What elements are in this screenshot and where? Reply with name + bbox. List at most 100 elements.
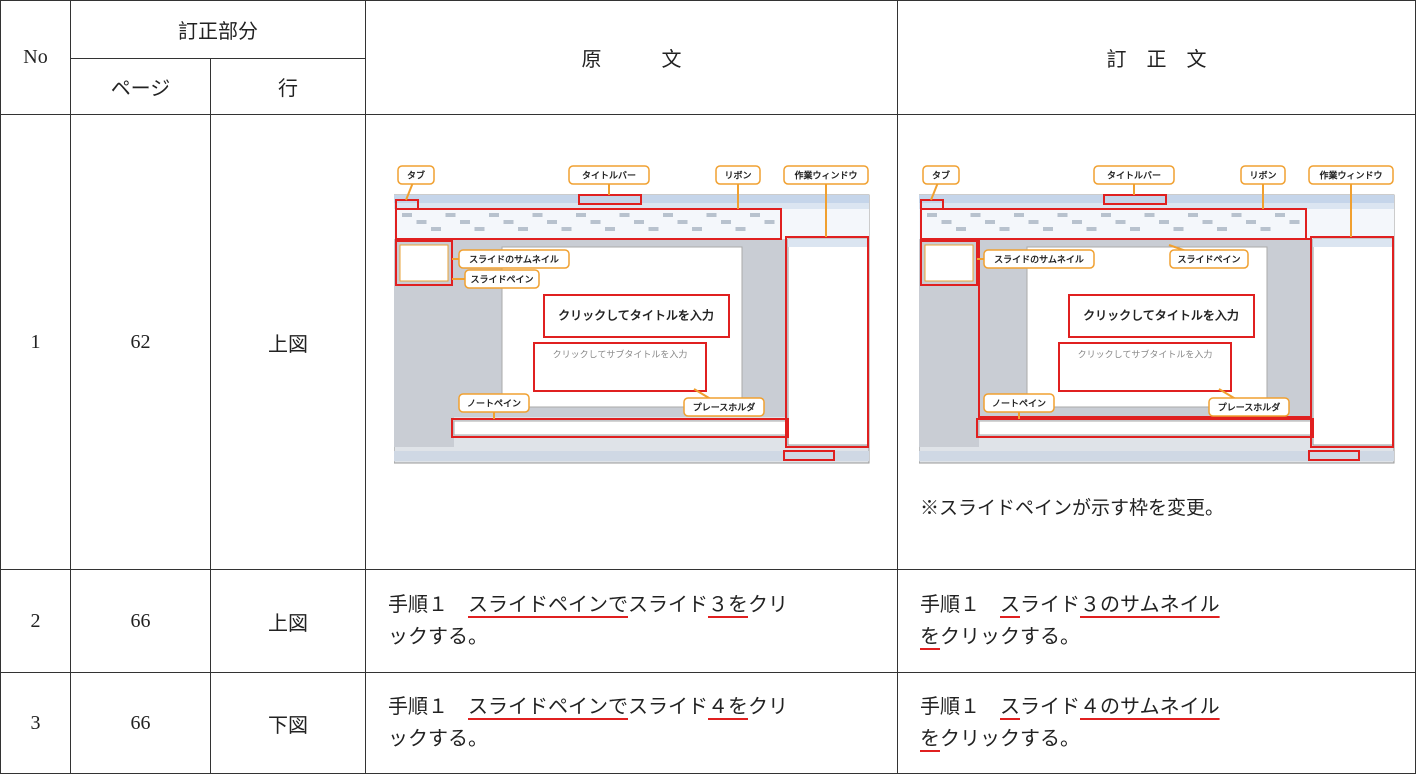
ribbon-icon (590, 220, 600, 224)
callout-label: 作業ウィンドウ (1319, 170, 1382, 182)
ribbon-icon (749, 213, 760, 217)
placeholder-title: クリックしてタイトルを入力 (1083, 308, 1239, 323)
header-corrected: 訂 正 文 (897, 0, 1416, 115)
underlined-text: スライドペインで (468, 594, 628, 616)
callout-box (714, 165, 761, 185)
text: クリ (748, 594, 788, 616)
callout-label: スライドペイン (470, 275, 533, 286)
text: 手順１ (920, 594, 1000, 616)
callout-label: プレースホルダ (692, 402, 755, 414)
highlight-box (919, 240, 978, 286)
text: 手順１ (388, 696, 468, 718)
ribbon-icon (1245, 220, 1256, 224)
row-line: 下図 (210, 672, 366, 774)
ribbon-icon (1231, 213, 1241, 217)
corrected-text: 手順１ スライド４のサムネイル をクリックする。 (897, 672, 1416, 774)
thumbnail (399, 244, 448, 282)
ribbon-icon (1057, 213, 1067, 217)
ribbon-icon (532, 213, 542, 217)
highlight-box (532, 342, 707, 392)
text-line: 手順１ スライドペインでスライド４をクリ (388, 691, 875, 723)
text: ックする。 (388, 626, 488, 648)
ribbon-icon (1202, 220, 1212, 224)
text-line: をクリックする。 (920, 723, 1393, 755)
ribbon-icon (503, 220, 513, 224)
header-line: 行 (210, 58, 366, 115)
row-no: 2 (0, 569, 71, 673)
ribbon-icon (1028, 220, 1038, 224)
callout-label: リボン (1249, 170, 1276, 182)
ribbon-icon (1260, 227, 1270, 231)
callout-box (567, 165, 650, 185)
ribbon-icon (926, 213, 937, 217)
header-original: 原 文 (365, 0, 898, 115)
text: クリ (748, 696, 788, 718)
row-line: 上図 (210, 569, 366, 673)
underlined-text: ４のサムネイル (1080, 696, 1220, 718)
ribbon-icon (720, 220, 731, 224)
text: クリックする。 (940, 626, 1080, 648)
ribbon-icon (677, 220, 687, 224)
ribbon-icon (416, 220, 426, 224)
callout-label: タブ (931, 170, 949, 182)
ribbon (393, 209, 869, 239)
callout-box (1092, 165, 1175, 185)
ribbon-icon (619, 213, 629, 217)
callout-box (1307, 165, 1394, 185)
text: ライド (1020, 696, 1080, 718)
callout-box (457, 393, 530, 413)
ribbon-icon (1173, 227, 1183, 231)
underlined-text: スライドペインで (468, 696, 628, 718)
row-no: 3 (0, 672, 71, 774)
ribbon-icon (999, 227, 1009, 231)
task-pane-header (787, 239, 868, 247)
callout-box (1207, 397, 1290, 417)
ribbon-icon (1115, 220, 1125, 224)
title-bar (393, 195, 869, 203)
notes-area (453, 420, 786, 436)
callout-label: スライドのサムネイル (469, 255, 559, 266)
ribbon-icon (1129, 227, 1140, 231)
underlined-text: を (920, 626, 940, 648)
callout-box (463, 269, 540, 289)
callout-label: 作業ウィンドウ (794, 170, 857, 182)
ribbon (918, 209, 1394, 239)
ribbon-icon (735, 227, 745, 231)
callout-box (1168, 249, 1249, 269)
ribbon-icon (955, 227, 966, 231)
row-page: 62 (70, 114, 211, 570)
highlight-box (975, 418, 1314, 438)
callout-box (396, 165, 435, 185)
underlined-text: ３のサムネイル (1080, 594, 1220, 616)
status-bar (918, 451, 1394, 461)
header-correction-part: 訂正部分 (70, 0, 366, 59)
text: ックする。 (388, 728, 488, 750)
original-text: 手順１ スライドペインでスライド４をクリックする。 (365, 672, 898, 774)
text-line: ックする。 (388, 723, 875, 755)
ribbon-icon (445, 213, 455, 217)
ribbon-icon (1158, 220, 1169, 224)
ribbon-icon (941, 220, 951, 224)
callout-label: スライドのサムネイル (994, 255, 1084, 266)
ribbon-icon (1144, 213, 1154, 217)
header-no: No (0, 0, 71, 115)
underlined-text: ス (1000, 696, 1020, 718)
ribbon-icon (546, 220, 557, 224)
placeholder-title: クリックしてタイトルを入力 (558, 308, 714, 323)
status-bar (393, 451, 869, 461)
text-line: 手順１ スライドペインでスライド３をクリ (388, 589, 875, 621)
ribbon-icon (1187, 213, 1198, 217)
row-line: 上図 (210, 114, 366, 570)
ribbon-icon (430, 227, 441, 231)
ribbon-icon (575, 213, 586, 217)
ribbon-icon (1289, 220, 1299, 224)
ribbon-icon (970, 213, 980, 217)
callout-box (921, 165, 960, 185)
slide (501, 246, 742, 408)
ribbon-icon (984, 220, 995, 224)
ribbon-icon (1013, 213, 1024, 217)
highlight-box (1057, 342, 1232, 392)
highlight-box (782, 450, 835, 461)
ribbon-icon (517, 227, 528, 231)
